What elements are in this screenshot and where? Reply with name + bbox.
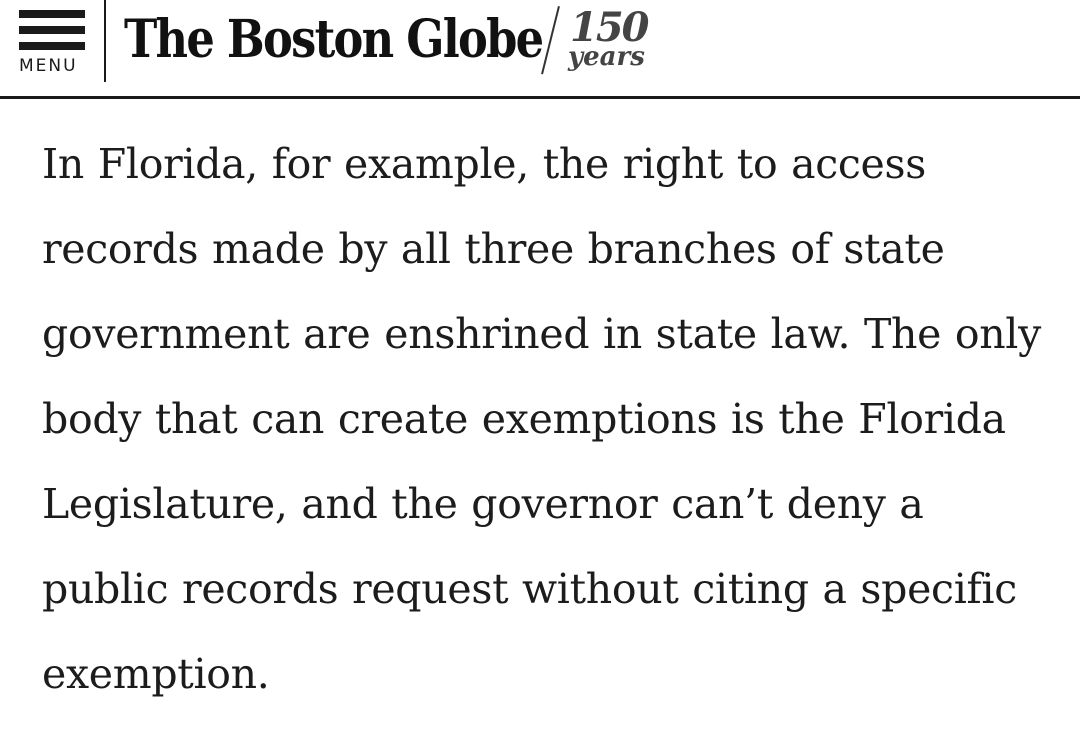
article-paragraph: In Florida, for example, the right to ac… <box>42 140 1041 698</box>
site-header: MENU The Boston Globe 150 years <box>0 0 1080 99</box>
header-divider <box>104 0 106 82</box>
anniversary-badge: 150 years <box>541 4 662 78</box>
menu-label[interactable]: MENU <box>19 56 78 76</box>
menu-button[interactable]: MENU <box>18 8 86 80</box>
logo-text[interactable]: The Boston Globe <box>124 8 544 70</box>
anniversary-word: years <box>568 42 645 72</box>
hamburger-menu-icon[interactable] <box>19 10 85 54</box>
anniversary-number: 150 <box>570 4 649 51</box>
article-body: In Florida, for example, the right to ac… <box>42 122 1042 717</box>
masthead-logo[interactable]: The Boston Globe <box>124 0 544 82</box>
